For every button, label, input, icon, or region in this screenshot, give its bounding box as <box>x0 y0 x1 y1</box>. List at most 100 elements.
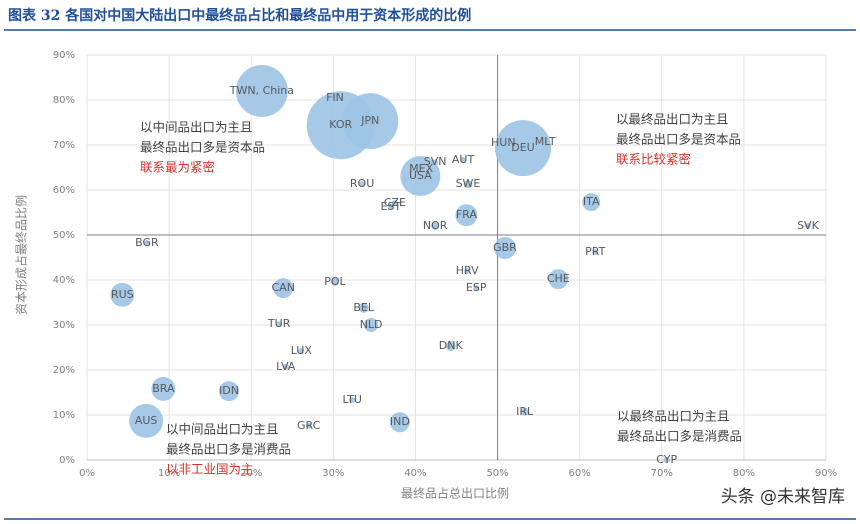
point-label: LVA <box>276 360 296 373</box>
bubble <box>235 65 288 117</box>
point-label: GRC <box>297 419 321 432</box>
bubble <box>460 156 467 163</box>
point-label: SVK <box>797 219 820 232</box>
bubble <box>431 222 440 230</box>
y-tick-label: 30% <box>53 320 75 331</box>
bubble <box>495 120 552 177</box>
annotation: 以最终品出口为主且 <box>616 112 729 127</box>
y-tick-label: 10% <box>53 410 75 421</box>
point-label: AUT <box>452 153 475 166</box>
bubble <box>387 204 394 211</box>
annotation: 最终品出口多是消费品 <box>166 442 291 457</box>
bubble <box>804 223 811 229</box>
bubble <box>342 93 399 150</box>
point-label: MLT <box>535 135 556 148</box>
bubble <box>358 302 369 313</box>
bubble <box>548 269 569 290</box>
annotation-note: 联系最为紧密 <box>140 160 215 175</box>
bubble <box>463 180 472 189</box>
x-tick-label: 90% <box>815 468 837 479</box>
point-label: NLD <box>360 318 383 331</box>
bubble <box>364 318 379 332</box>
bubble <box>582 193 601 212</box>
annotation: 以中间品出口为主且 <box>140 120 253 135</box>
bubble <box>389 412 410 433</box>
y-tick-label: 80% <box>53 95 75 106</box>
point-label: CYP <box>656 453 677 466</box>
chart-title: 图表 32 各国对中国大陆出口中最终品占比和最终品中用于资本形成的比例 <box>8 7 471 24</box>
bubble <box>151 376 176 401</box>
point-label: GBR <box>493 241 517 254</box>
annotation: 最终品出口多是资本品 <box>616 132 741 147</box>
point-label: POL <box>324 275 346 288</box>
y-tick-label: 70% <box>53 140 75 151</box>
bubble <box>400 156 441 197</box>
annotation: 以中间品出口为主且 <box>166 422 279 437</box>
x-axis-title: 最终品占总出口比例 <box>401 486 509 501</box>
x-tick-label: 20% <box>240 468 262 479</box>
bubble <box>110 282 135 307</box>
bubble <box>445 341 456 352</box>
bubble <box>418 165 425 172</box>
point-label: DNK <box>439 339 464 352</box>
y-tick-label: 40% <box>53 275 75 286</box>
bubble <box>542 138 549 145</box>
point-label: TUR <box>267 317 291 330</box>
bubble <box>432 159 439 166</box>
x-tick-label: 0% <box>79 468 95 479</box>
point-label: RUS <box>111 288 134 301</box>
bubble <box>464 268 471 274</box>
point-label: DEU <box>511 141 534 154</box>
point-label: BEL <box>353 301 374 314</box>
x-tick-label: 70% <box>651 468 673 479</box>
point-label: PRT <box>585 245 605 258</box>
point-label: FRA <box>456 208 478 221</box>
point-label: TWN, China <box>229 84 294 97</box>
point-label: BGR <box>135 236 159 249</box>
bubble <box>349 397 356 404</box>
bubble <box>520 407 529 416</box>
x-tick-label: 30% <box>322 468 344 479</box>
y-tick-label: 50% <box>53 230 75 241</box>
bubble <box>331 95 338 102</box>
point-label: CAN <box>272 281 295 294</box>
annotation: 最终品出口多是资本品 <box>140 140 265 155</box>
point-label: HRV <box>456 264 479 277</box>
bubble <box>663 457 670 463</box>
point-label: MEX <box>409 162 433 175</box>
annotation: 以最终品出口为主且 <box>617 409 730 424</box>
x-tick-label: 10% <box>158 468 180 479</box>
point-label: NOR <box>423 219 448 232</box>
point-label: BRA <box>152 382 175 395</box>
point-label: ESP <box>466 281 487 294</box>
y-tick-label: 0% <box>59 455 75 466</box>
point-label: ITA <box>583 195 600 208</box>
bubble <box>298 348 305 355</box>
point-label: SWE <box>456 177 481 190</box>
point-label: IDN <box>219 384 239 397</box>
y-tick-label: 60% <box>53 185 75 196</box>
point-label: IRL <box>516 405 534 418</box>
point-label: AUS <box>135 414 158 427</box>
y-axis-title: 资本形成占最终品比例 <box>14 195 29 315</box>
bubble <box>473 285 480 292</box>
point-label: JPN <box>360 114 379 127</box>
x-tick-label: 50% <box>486 468 508 479</box>
y-tick-label: 90% <box>53 50 75 61</box>
bubble <box>143 240 150 247</box>
point-label: KOR <box>329 118 352 131</box>
point-label: SVN <box>424 155 447 168</box>
bubble <box>305 422 312 429</box>
watermark: 头条 @未来智库 <box>721 487 845 507</box>
bubble <box>330 277 339 286</box>
point-label: ROU <box>350 177 374 190</box>
point-label: LUX <box>291 344 313 357</box>
bubble <box>391 200 398 207</box>
bubble <box>273 278 294 299</box>
annotation: 最终品出口多是消费品 <box>617 429 742 444</box>
bubble <box>276 321 283 328</box>
point-label: CHE <box>547 272 570 285</box>
bubble <box>129 403 164 438</box>
x-tick-label: 80% <box>733 468 755 479</box>
